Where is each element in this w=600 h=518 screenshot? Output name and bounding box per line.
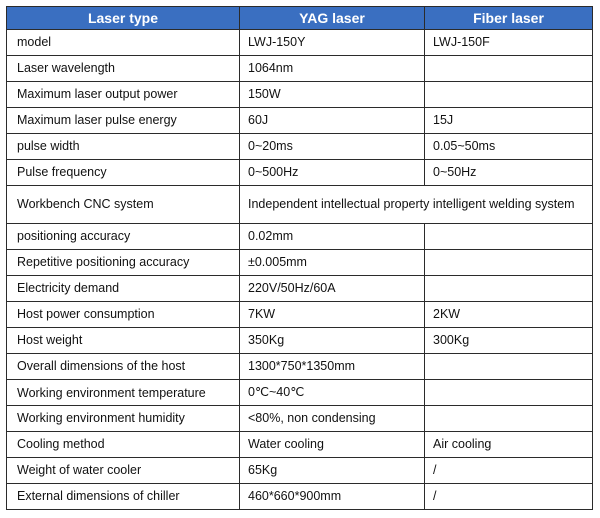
spec-table-container: Laser type YAG laser Fiber laser model L… (6, 6, 593, 510)
yag-value: 7KW (239, 301, 425, 328)
table-row: Repetitive positioning accuracy ±0.005mm (6, 249, 593, 276)
row-label: Maximum laser output power (6, 81, 240, 108)
fiber-value (424, 353, 593, 380)
yag-value: 220V/50Hz/60A (239, 275, 425, 302)
merged-value: Independent intellectual property intell… (239, 185, 593, 224)
fiber-value: / (424, 457, 593, 484)
table-row: External dimensions of chiller 460*660*9… (6, 483, 593, 510)
yag-value: 150W (239, 81, 425, 108)
row-label: Overall dimensions of the host (6, 353, 240, 380)
fiber-value: 2KW (424, 301, 593, 328)
fiber-value (424, 249, 593, 276)
yag-value: 350Kg (239, 327, 425, 354)
yag-value: Water cooling (239, 431, 425, 458)
yag-value: 60J (239, 107, 425, 134)
row-label: Working environment humidity (6, 405, 240, 432)
table-row: Laser wavelength 1064nm (6, 55, 593, 82)
table-row: Workbench CNC system Independent intelle… (6, 185, 593, 224)
fiber-value: 0~50Hz (424, 159, 593, 186)
fiber-value: / (424, 483, 593, 510)
row-label: Cooling method (6, 431, 240, 458)
fiber-value: 300Kg (424, 327, 593, 354)
table-row: model LWJ-150Y LWJ-150F (6, 29, 593, 56)
yag-value: 65Kg (239, 457, 425, 484)
row-label: Host power consumption (6, 301, 240, 328)
table-row: Working environment temperature 0℃~40℃ (6, 379, 593, 406)
yag-value: 0℃~40℃ (239, 379, 425, 406)
yag-value: LWJ-150Y (239, 29, 425, 56)
row-label-cell: Working environment temperature (6, 379, 240, 406)
table-row: Maximum laser pulse energy 60J 15J (6, 107, 593, 134)
header-fiber-laser: Fiber laser (424, 6, 593, 30)
yag-value: 460*660*900mm (239, 483, 425, 510)
row-label: Workbench CNC system (6, 185, 240, 224)
table-header-row: Laser type YAG laser Fiber laser (6, 6, 593, 30)
row-label: Electricity demand (6, 275, 240, 302)
row-label: pulse width (6, 133, 240, 160)
fiber-value (424, 223, 593, 250)
row-label: model (6, 29, 240, 56)
row-label: Host weight (6, 327, 240, 354)
fiber-value (424, 275, 593, 302)
yag-value: 0~20ms (239, 133, 425, 160)
row-label: Maximum laser pulse energy (6, 107, 240, 134)
laser-spec-table: Laser type YAG laser Fiber laser model L… (6, 6, 593, 510)
fiber-value: 15J (424, 107, 593, 134)
table-row: Pulse frequency 0~500Hz 0~50Hz (6, 159, 593, 186)
yag-value: 1064nm (239, 55, 425, 82)
fiber-value (424, 81, 593, 108)
header-yag-laser: YAG laser (239, 6, 425, 30)
yag-value: 1300*750*1350mm (239, 353, 425, 380)
table-row: positioning accuracy 0.02mm (6, 223, 593, 250)
table-row: Host power consumption 7KW 2KW (6, 301, 593, 328)
fiber-value: LWJ-150F (424, 29, 593, 56)
row-label: positioning accuracy (6, 223, 240, 250)
table-row: Weight of water cooler 65Kg / (6, 457, 593, 484)
yag-value: <80%, non condensing (239, 405, 425, 432)
fiber-value (424, 55, 593, 82)
table-row: Electricity demand 220V/50Hz/60A (6, 275, 593, 302)
yag-value: ±0.005mm (239, 249, 425, 276)
table-row: Working environment humidity <80%, non c… (6, 405, 593, 432)
row-label: Laser wavelength (6, 55, 240, 82)
fiber-value (424, 379, 593, 406)
fiber-value: 0.05~50ms (424, 133, 593, 160)
header-laser-type: Laser type (6, 6, 240, 30)
row-label: Repetitive positioning accuracy (6, 249, 240, 276)
fiber-value: Air cooling (424, 431, 593, 458)
table-row: Overall dimensions of the host 1300*750*… (6, 353, 593, 380)
row-label: Pulse frequency (6, 159, 240, 186)
table-row: Maximum laser output power 150W (6, 81, 593, 108)
table-row: pulse width 0~20ms 0.05~50ms (6, 133, 593, 160)
row-label: External dimensions of chiller (6, 483, 240, 510)
yag-value: 0.02mm (239, 223, 425, 250)
table-row: Host weight 350Kg 300Kg (6, 327, 593, 354)
row-label: Working environment temperature (17, 386, 206, 400)
row-label: Weight of water cooler (6, 457, 240, 484)
fiber-value (424, 405, 593, 432)
yag-value: 0~500Hz (239, 159, 425, 186)
table-row: Cooling method Water cooling Air cooling (6, 431, 593, 458)
